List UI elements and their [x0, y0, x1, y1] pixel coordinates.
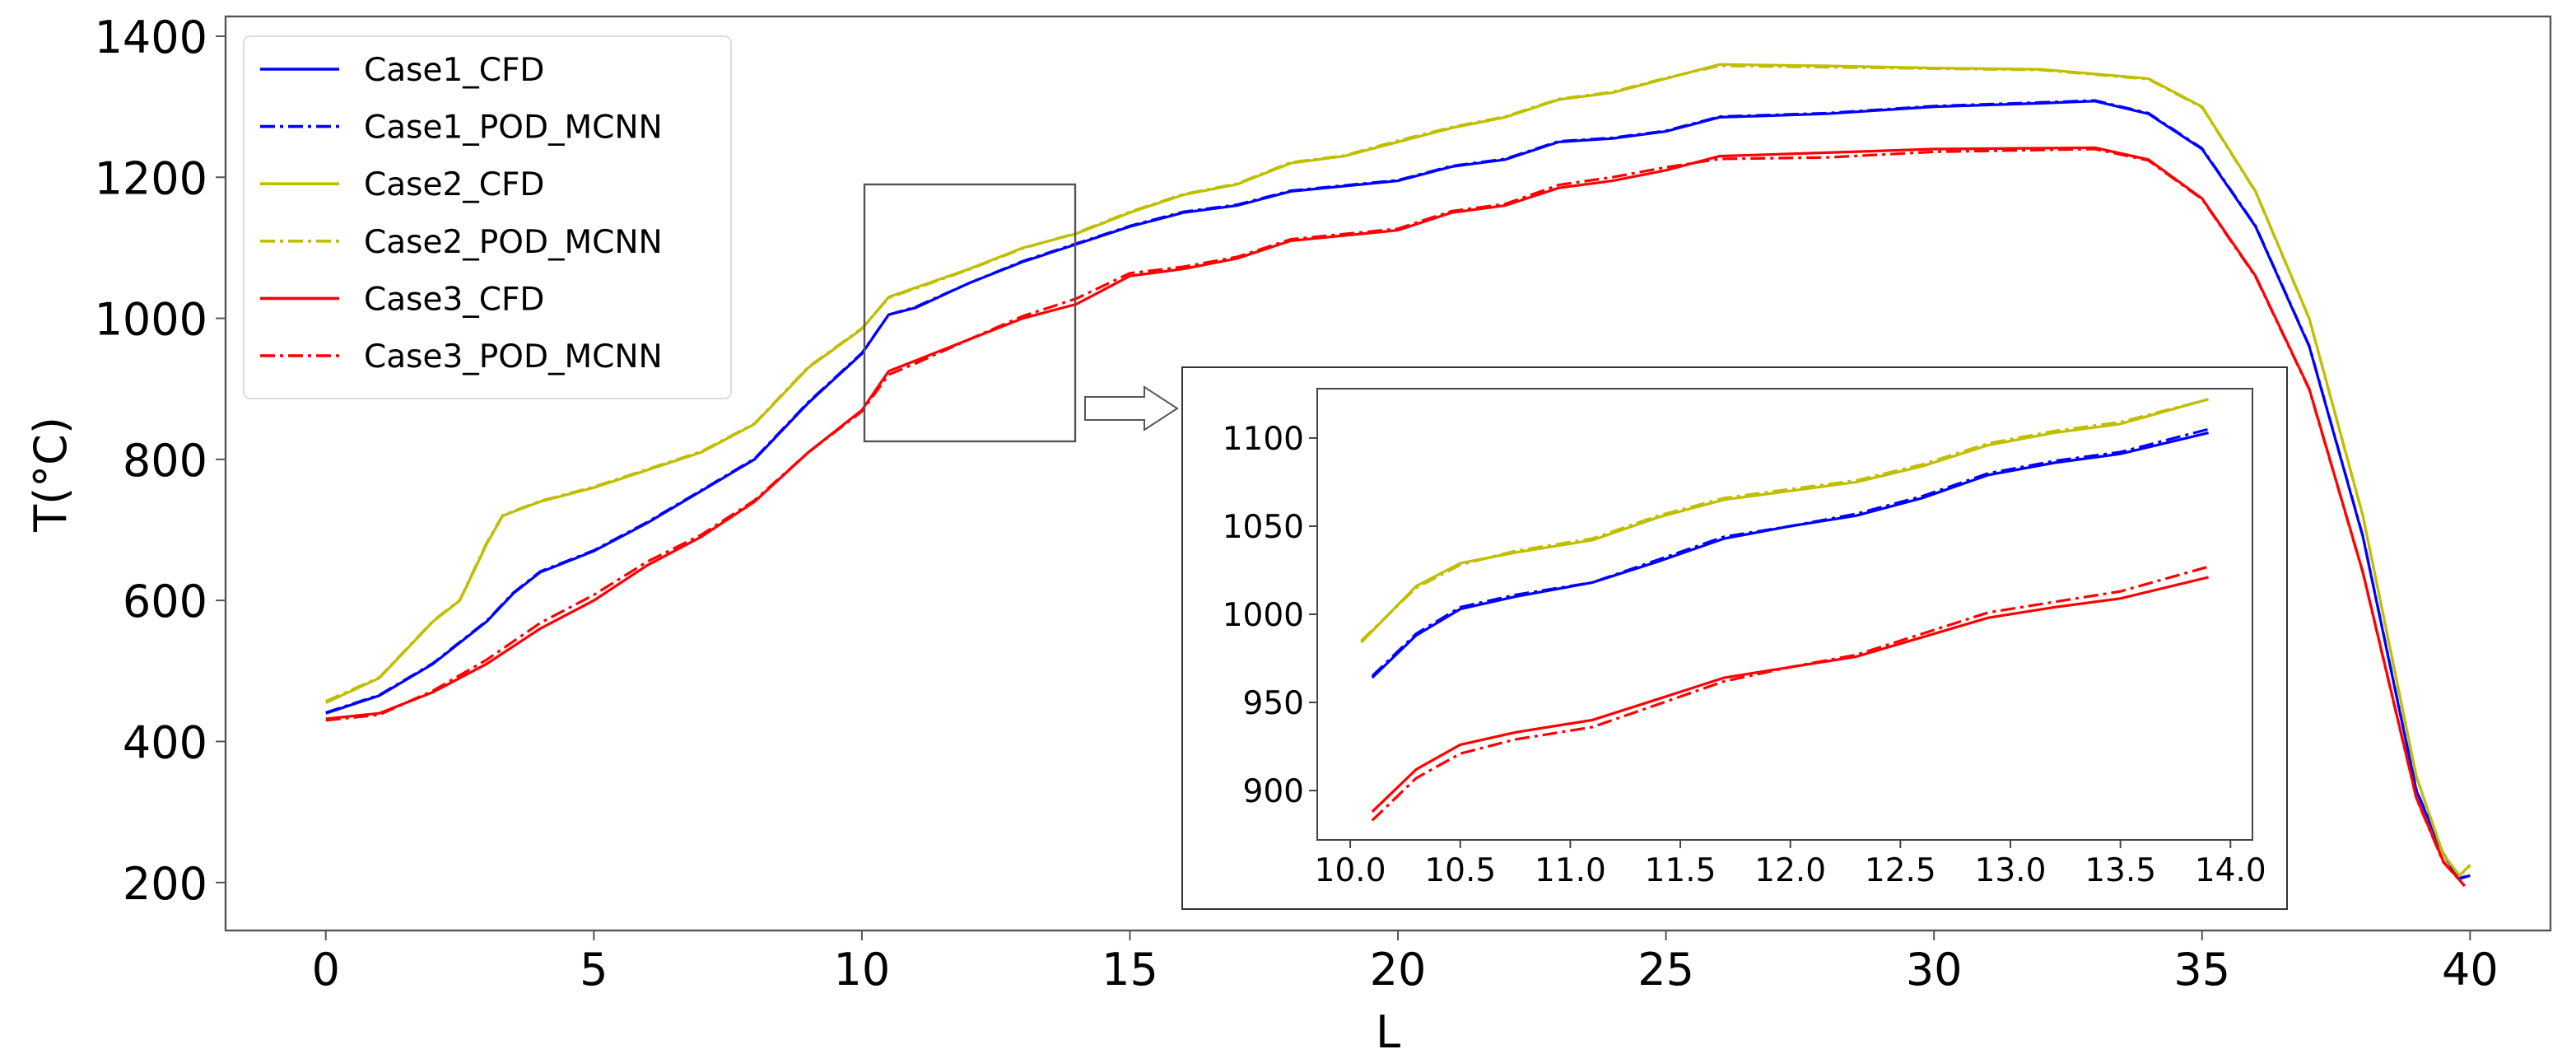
main-series-lines: [325, 63, 2471, 888]
y-tick-label: 1000: [95, 294, 207, 346]
y-axis-ticks: 200 400 600 800 1000 1200 1400: [95, 12, 226, 910]
inset-y-tick-label: 1100: [1223, 421, 1304, 458]
inset-x-tick-label: 10.0: [1315, 852, 1386, 889]
inset-plot-area: [1316, 388, 2253, 841]
x-tick-label: 35: [2173, 944, 2230, 996]
inset-series-line: [1371, 565, 2210, 822]
x-tick-label: 40: [2442, 944, 2499, 996]
series-line: [325, 64, 2471, 878]
inset-x-tick-label: 11.5: [1645, 852, 1717, 889]
x-tick-label: 0: [312, 944, 340, 996]
y-tick-label: 800: [123, 435, 207, 487]
legend-label: Case3_POD_MCNN: [364, 338, 663, 375]
x-tick-label: 25: [1637, 944, 1694, 996]
x-tick-label: 30: [1906, 944, 1963, 996]
legend-item: Case2_POD_MCNN: [260, 224, 663, 261]
inset-x-tick-label: 13.0: [1975, 852, 2047, 889]
inset-x-tick-label: 14.0: [2195, 852, 2266, 889]
arrow-icon: [1084, 385, 1179, 431]
legend-item: Case1_POD_MCNN: [260, 110, 663, 147]
legend-item: Case1_CFD: [260, 52, 544, 89]
legend-item: Case2_CFD: [260, 166, 544, 203]
y-tick-label: 400: [123, 716, 207, 768]
inset-x-tick-label: 13.5: [2085, 852, 2156, 889]
legend-label: Case3_CFD: [364, 281, 544, 318]
inset-y-tick-label: 950: [1243, 685, 1304, 722]
inset-series-line: [1371, 576, 2209, 813]
y-tick-label: 1400: [95, 12, 207, 63]
legend-label: Case1_POD_MCNN: [364, 110, 663, 147]
inset-series-line: [1360, 398, 2210, 642]
inset-series-line: [1371, 431, 2209, 679]
x-tick-label: 10: [834, 944, 891, 996]
inset-y-tick-label: 1000: [1223, 597, 1304, 634]
y-axis-label: T(°C): [25, 417, 77, 533]
inset-x-tick-label: 10.5: [1424, 852, 1496, 889]
inset-series-lines: [1360, 398, 2210, 822]
legend-label: Case1_CFD: [364, 52, 544, 89]
inset-x-tick-label: 11.0: [1535, 852, 1606, 889]
inset-y-ticks: 900 950 1000 1050 1100: [1223, 421, 1317, 810]
y-tick-label: 600: [123, 576, 207, 627]
zoom-region-box: [863, 183, 1077, 443]
x-tick-label: 5: [580, 944, 608, 996]
series-line: [325, 147, 2466, 888]
x-axis-label: L: [1376, 1006, 1400, 1054]
inset-x-tick-label: 12.0: [1754, 852, 1826, 889]
x-tick-label: 20: [1370, 944, 1427, 996]
inset-x-ticks: 10.0 10.5 11.0 11.5 12.0 12.5 13.0 13.5 14.0: [1315, 840, 2266, 889]
legend-item: Case3_CFD: [260, 281, 544, 318]
x-tick-label: 15: [1102, 944, 1158, 996]
legend-label: Case2_POD_MCNN: [364, 224, 663, 261]
legend: Case1_CFD Case1_POD_MCNN Case2_CFD Case2_PO…: [243, 35, 732, 399]
inset-series-line: [1360, 398, 2210, 644]
series-line: [325, 99, 2471, 880]
inset-x-tick-label: 12.5: [1865, 852, 1936, 889]
y-tick-label: 1200: [95, 152, 207, 204]
inset-y-tick-label: 900: [1243, 773, 1304, 810]
y-tick-label: 200: [123, 858, 207, 910]
x-axis-ticks: 0 5 10 15 20 25 30 35 40: [312, 930, 2499, 996]
legend-item: Case3_POD_MCNN: [260, 338, 663, 375]
legend-label: Case2_CFD: [364, 166, 544, 203]
inset-y-tick-label: 1050: [1223, 509, 1304, 546]
inset-series-line: [1371, 427, 2210, 678]
